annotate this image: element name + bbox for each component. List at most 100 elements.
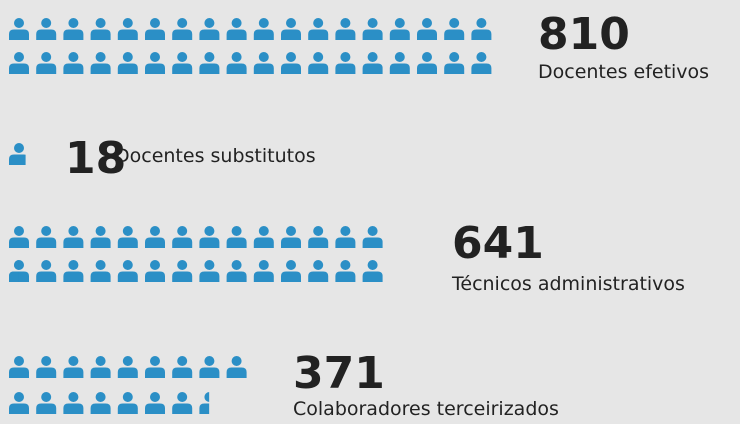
- icon-body: [281, 271, 301, 282]
- value-label: 641: [452, 218, 544, 269]
- value-label: 18: [65, 133, 126, 184]
- icon-body: [172, 403, 193, 414]
- person-icon: [199, 18, 220, 40]
- icon-body: [36, 367, 57, 378]
- person-icon: [63, 226, 84, 248]
- person-icon: [308, 52, 329, 74]
- icon-body: [362, 271, 383, 282]
- icon-head: [313, 226, 324, 236]
- icon-head: [313, 18, 324, 28]
- person-icon: [117, 392, 138, 414]
- person-icon: [90, 226, 111, 248]
- icon-body: [444, 29, 465, 40]
- icon-body: [145, 367, 165, 378]
- icon-head: [476, 52, 487, 62]
- person-icon: [9, 52, 29, 74]
- person-icon: [362, 52, 383, 74]
- icon-head: [150, 392, 160, 402]
- person-icon: [117, 356, 138, 378]
- person-icon: [199, 392, 210, 414]
- person-icon: [172, 226, 193, 248]
- icon-head: [122, 52, 133, 62]
- icon-head: [367, 260, 378, 270]
- person-icon: [308, 226, 329, 248]
- person-icon: [172, 392, 193, 414]
- person-icon: [308, 260, 329, 282]
- person-icon: [9, 260, 19, 282]
- icon-body: [9, 367, 29, 378]
- person-icon: [253, 260, 274, 282]
- person-icon: [90, 52, 111, 74]
- icon-head: [150, 18, 160, 28]
- person-icon: [444, 52, 465, 74]
- icon-head: [177, 18, 188, 28]
- person-icon: [389, 18, 410, 40]
- person-icon: [117, 52, 138, 74]
- icon-body: [63, 63, 84, 74]
- person-icon: [36, 226, 57, 248]
- icon-head: [204, 392, 210, 402]
- category-label: Técnicos administrativos: [451, 273, 685, 295]
- person-icon: [335, 52, 356, 74]
- icon-body: [63, 367, 84, 378]
- person-icon: [63, 52, 84, 74]
- icon-head: [204, 18, 215, 28]
- icon-body: [335, 237, 356, 248]
- icon-body: [199, 63, 220, 74]
- icon-head: [313, 52, 324, 62]
- icon-head: [68, 392, 79, 402]
- icon-head: [367, 18, 378, 28]
- person-icon: [362, 226, 383, 248]
- icon-head: [286, 226, 296, 236]
- icon-body: [199, 237, 220, 248]
- icon-body: [226, 367, 247, 378]
- icon-head: [14, 260, 19, 270]
- icon-head: [177, 226, 188, 236]
- icon-head: [68, 260, 79, 270]
- person-icon: [281, 18, 301, 40]
- person-icon: [36, 52, 57, 74]
- icon-head: [41, 52, 52, 62]
- icon-head: [14, 143, 24, 153]
- icon-body: [36, 403, 57, 414]
- icon-body: [389, 63, 410, 74]
- icon-head: [449, 52, 460, 62]
- icon-head: [204, 226, 215, 236]
- icon-head: [476, 18, 487, 28]
- icon-body: [281, 237, 301, 248]
- icon-head: [122, 18, 133, 28]
- person-icon: [226, 260, 247, 282]
- person-icon: [172, 18, 193, 40]
- icon-head: [122, 356, 133, 366]
- icon-body: [145, 237, 165, 248]
- person-icon: [9, 18, 29, 40]
- icon-body: [226, 29, 247, 40]
- icon-head: [258, 260, 269, 270]
- icon-body: [308, 63, 329, 74]
- icon-body: [335, 63, 356, 74]
- person-icon: [145, 18, 165, 40]
- icon-body: [9, 154, 26, 165]
- icon-head: [177, 52, 188, 62]
- person-icon: [281, 52, 301, 74]
- person-icon: [444, 18, 465, 40]
- icon-head: [258, 52, 269, 62]
- icon-body: [117, 63, 138, 74]
- icon-head: [68, 226, 79, 236]
- icon-body: [90, 403, 111, 414]
- person-icon: [90, 392, 111, 414]
- icon-head: [286, 18, 296, 28]
- icon-body: [253, 29, 274, 40]
- person-icon: [226, 18, 247, 40]
- icon-head: [231, 356, 242, 366]
- person-icon: [253, 18, 274, 40]
- person-icon: [36, 18, 57, 40]
- person-icon: [335, 18, 356, 40]
- icon-head: [340, 260, 351, 270]
- icon-body: [308, 29, 329, 40]
- icon-body: [145, 271, 165, 282]
- person-icon: [199, 356, 220, 378]
- person-icon: [145, 356, 165, 378]
- icon-head: [204, 356, 215, 366]
